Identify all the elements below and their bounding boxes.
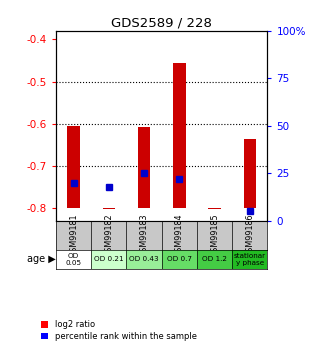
Title: GDS2589 / 228: GDS2589 / 228 [111, 17, 212, 30]
Bar [173, 63, 185, 208]
Text: GSM99182: GSM99182 [104, 214, 113, 257]
Text: OD 0.7: OD 0.7 [167, 256, 192, 263]
Text: OD
0.05: OD 0.05 [66, 253, 82, 266]
Bar [56, 250, 91, 269]
Text: GSM99181: GSM99181 [69, 214, 78, 257]
Bar [138, 127, 150, 208]
Text: OD 0.21: OD 0.21 [94, 256, 124, 263]
Bar [208, 208, 221, 209]
Text: age ▶: age ▶ [26, 255, 55, 264]
Bar [67, 126, 80, 208]
Text: GSM99184: GSM99184 [175, 214, 184, 257]
Bar [244, 139, 256, 208]
Text: GSM99185: GSM99185 [210, 214, 219, 257]
Bar [162, 250, 197, 269]
Legend: log2 ratio, percentile rank within the sample: log2 ratio, percentile rank within the s… [41, 321, 197, 341]
Bar [232, 250, 267, 269]
Text: OD 1.2: OD 1.2 [202, 256, 227, 263]
Bar [197, 250, 232, 269]
Bar [127, 250, 162, 269]
Text: OD 0.43: OD 0.43 [129, 256, 159, 263]
Text: GSM99186: GSM99186 [245, 214, 254, 257]
Text: stationar
y phase: stationar y phase [234, 253, 266, 266]
Text: GSM99183: GSM99183 [140, 214, 149, 257]
Bar [103, 208, 115, 209]
Bar [91, 250, 127, 269]
